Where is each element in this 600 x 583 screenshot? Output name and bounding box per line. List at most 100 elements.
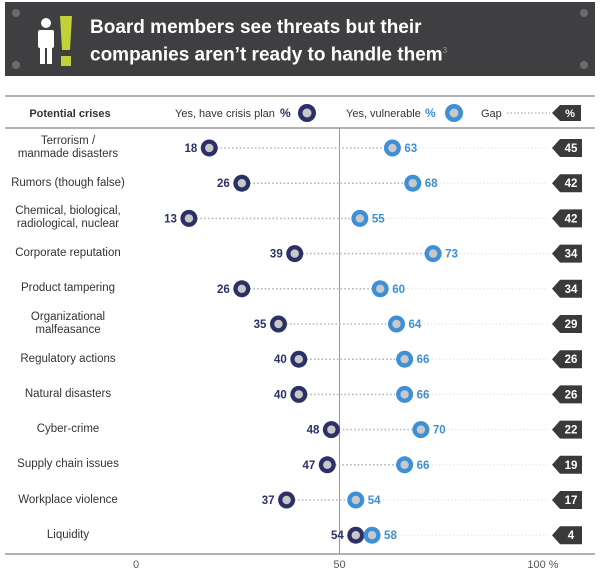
plan-point-center: [184, 214, 194, 223]
vulnerable-value-label: 58: [384, 530, 397, 542]
vulnerable-point-center: [400, 390, 409, 399]
exclamation-icon: [60, 16, 72, 66]
vulnerable-point-center: [367, 531, 377, 540]
plan-point-center: [290, 249, 299, 258]
gap-value-label: 34: [565, 249, 578, 261]
gap-value-label: 29: [565, 319, 578, 331]
category-label: Regulatory actions: [8, 353, 128, 366]
gap-badge: [552, 491, 582, 509]
vulnerable-value-label: 73: [445, 249, 458, 261]
category-label: Natural disasters: [8, 388, 128, 401]
plan-value-label: 54: [331, 530, 344, 542]
legend-plan-marker-center: [302, 108, 312, 118]
legend-gap-badge: [552, 105, 581, 121]
category-label: Rumors (though false): [8, 177, 128, 190]
vulnerable-value-label: 66: [417, 389, 430, 401]
gap-badge: [552, 526, 582, 545]
category-label-line: Chemical, biological,: [15, 205, 121, 218]
category-label-line: Liquidity: [46, 528, 90, 541]
gap-value-label: 19: [565, 460, 578, 472]
gap-badge: [552, 315, 582, 333]
category-label: Terrorism / manmade disasters: [8, 135, 128, 161]
gap-value-label: 17: [565, 495, 578, 507]
legend-gap-label: Gap: [481, 108, 502, 120]
category-label-line: Rumors (though false): [11, 176, 125, 189]
category-label-line: Supply chain issues: [17, 458, 119, 471]
vulnerable-value-label: 63: [404, 143, 417, 155]
category-label-line: radiological, nuclear: [16, 218, 120, 231]
title-line-2: companies aren’t ready to handle them3: [90, 39, 540, 66]
vulnerable-value-label: 68: [425, 178, 438, 190]
category-label: Organizational malfeasance: [8, 311, 128, 337]
gap-value-label: 42: [565, 178, 578, 190]
legend-plan-label: Yes, have crisis plan: [175, 108, 275, 120]
plan-value-label: 47: [302, 460, 315, 472]
plan-value-label: 13: [164, 213, 177, 225]
gap-badge: [552, 244, 582, 263]
vulnerable-point-center: [351, 495, 360, 505]
category-label-line: Workplace violence: [18, 493, 118, 506]
category-label: Cyber-crime: [8, 423, 128, 436]
plan-point-center: [294, 355, 303, 364]
title-line-1: Board members see threats but their: [90, 17, 422, 38]
legend-column-header: Potential crises: [29, 108, 110, 120]
vulnerable-point-center: [408, 179, 417, 188]
chart-header: Board members see threats but their comp…: [5, 2, 595, 76]
gap-value-label: 34: [565, 284, 578, 296]
x-tick-label: 50: [333, 559, 345, 571]
vulnerable-point-center: [376, 284, 385, 293]
category-label-line: Product tampering: [21, 282, 115, 295]
plan-point-center: [237, 284, 247, 293]
gap-badge: [552, 420, 582, 439]
plan-point-center: [274, 319, 283, 329]
vulnerable-point-center: [392, 319, 401, 329]
category-label-line: malfeasance: [35, 324, 101, 336]
category-label: Liquidity: [8, 529, 128, 542]
gap-value-label: 45: [565, 143, 578, 155]
plan-value-label: 26: [217, 178, 230, 190]
gap-badge: [552, 455, 582, 474]
footnote-mark: 3: [442, 46, 448, 55]
vulnerable-value-label: 66: [417, 460, 430, 472]
plan-value-label: 39: [270, 249, 283, 261]
gap-value-label: 42: [565, 213, 578, 225]
x-tick-label: 100 %: [527, 559, 558, 571]
vulnerable-value-label: 55: [372, 213, 385, 225]
chart-title: Board members see threats but their comp…: [90, 16, 540, 66]
plan-point-center: [205, 143, 214, 153]
gap-badge: [552, 174, 582, 193]
category-label: Product tampering: [8, 282, 128, 295]
plan-value-label: 37: [262, 495, 275, 507]
category-label-line: Natural disasters: [24, 387, 112, 400]
legend-vulnerable-label: Yes, vulnerable: [346, 108, 421, 120]
legend-vulnerable-unit: %: [425, 106, 436, 120]
category-label: Workplace violence: [8, 494, 128, 507]
gap-badge: [552, 385, 582, 404]
gap-value-label: 22: [565, 425, 578, 437]
plan-point-center: [237, 179, 247, 188]
gap-badge: [552, 209, 582, 228]
category-label-line: Corporate reputation: [15, 247, 121, 260]
plan-value-label: 40: [274, 389, 287, 401]
x-tick-label: 0: [133, 559, 139, 571]
plan-value-label: 35: [254, 319, 267, 331]
corner-dot: [580, 9, 588, 17]
gap-badge: [552, 279, 582, 298]
vulnerable-value-label: 66: [417, 354, 430, 366]
legend-vulnerable-marker-center: [449, 108, 459, 118]
plan-point-center: [327, 425, 336, 434]
plan-value-label: 18: [184, 143, 197, 155]
legend-plan-unit: %: [280, 106, 291, 120]
gap-badge: [552, 350, 582, 369]
vulnerable-point-center: [416, 425, 426, 434]
category-label: Chemical, biological, radiological, nucle…: [8, 205, 128, 231]
title-line-2-text: companies aren’t ready to handle them: [90, 44, 443, 66]
plan-point-center: [323, 460, 332, 469]
gap-value-label: 4: [568, 530, 575, 542]
plan-point-center: [294, 390, 303, 399]
category-label-line: Regulatory actions: [20, 352, 116, 365]
corner-dot: [12, 61, 20, 69]
plan-point-center: [351, 531, 360, 540]
person-icon: [38, 18, 54, 64]
plan-point-center: [282, 495, 291, 505]
